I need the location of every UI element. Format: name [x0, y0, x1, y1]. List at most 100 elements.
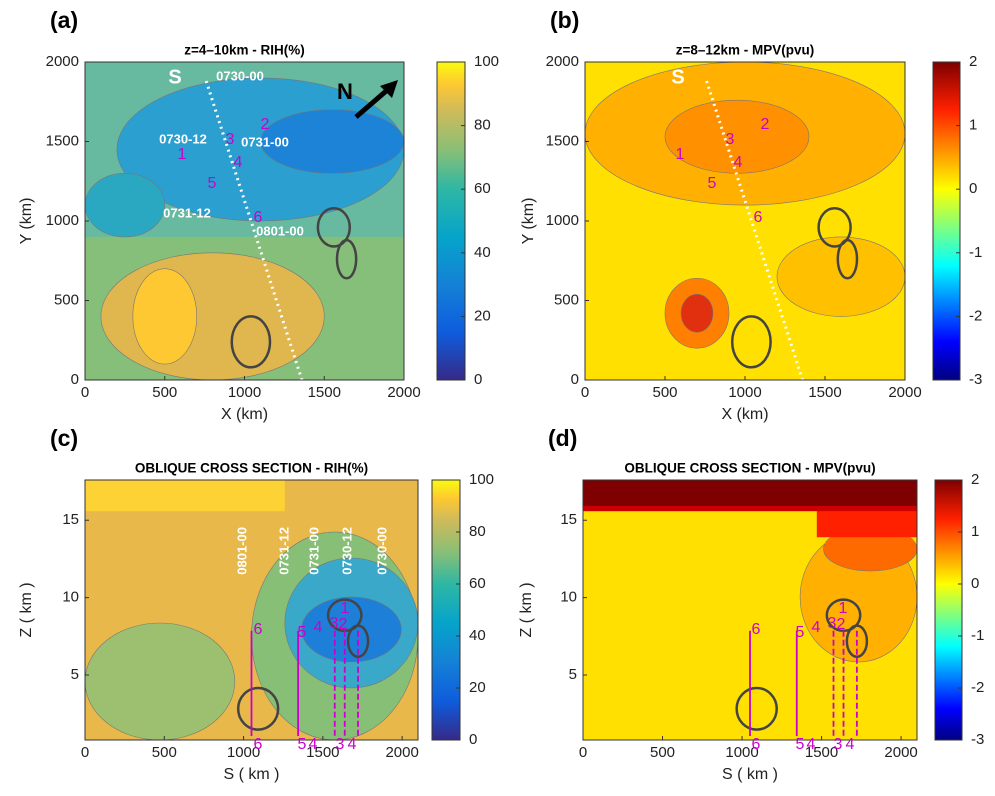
annotation: 4 — [812, 619, 821, 636]
x-tick-label: 500 — [152, 384, 177, 401]
contour-fill — [85, 622, 236, 740]
annotation: 0730-12 — [159, 131, 207, 146]
annotation: 0730-00 — [216, 68, 264, 83]
annotation: S — [671, 66, 684, 88]
colorbar-tick-label: 100 — [474, 53, 499, 70]
contour-fill — [260, 109, 404, 174]
annotation: 3 — [828, 615, 837, 632]
contour-fill — [132, 268, 197, 365]
annotation: 3 — [834, 736, 843, 753]
colorbar-tick-label: -3 — [971, 731, 984, 748]
colorbar-tick-label: -1 — [971, 627, 984, 644]
cloud-contour — [836, 238, 859, 280]
annotation: 4 — [348, 736, 357, 753]
north-arrow-head — [380, 80, 398, 98]
x-tick-label: 0 — [81, 384, 89, 401]
y-axis-label: Y (km) — [520, 198, 537, 245]
x-tick-label: 1500 — [306, 744, 339, 761]
annotation: 2 — [837, 616, 846, 633]
annotation: 5 — [208, 175, 217, 192]
y-tick-label: 500 — [54, 291, 79, 308]
annotation: 5 — [298, 736, 307, 753]
x-tick-label: 1000 — [728, 384, 761, 401]
annotation: 3 — [726, 131, 735, 148]
cloud-contour — [845, 624, 869, 659]
contour-fill — [85, 480, 285, 512]
annotation: 5 — [708, 175, 717, 192]
x-tick-label: 2000 — [884, 744, 917, 761]
colorbar-tick-label: 0 — [469, 731, 477, 748]
x-tick-label: 1500 — [805, 744, 838, 761]
plot-area — [85, 480, 418, 740]
cloud-contour — [817, 207, 852, 248]
annotation: 4 — [234, 154, 243, 171]
annotation: 6 — [254, 209, 263, 226]
annotation: 5 — [796, 736, 805, 753]
colorbar — [431, 479, 461, 741]
colorbar — [932, 61, 961, 381]
colorbar-tick-label: 20 — [474, 307, 491, 324]
chart-title: OBLIQUE CROSS SECTION - MPV(pvu) — [624, 461, 875, 476]
colorbar-tick-label: 80 — [474, 117, 491, 134]
colorbar-tick-label: 20 — [469, 679, 486, 696]
x-axis-label: S ( km ) — [224, 766, 280, 783]
annotation: N — [337, 79, 353, 104]
colorbar-tick-label: 0 — [971, 575, 979, 592]
y-tick-label: 10 — [560, 589, 577, 606]
annotation: 1 — [839, 600, 848, 617]
annotation: 1 — [178, 146, 187, 163]
y-tick-label: 15 — [62, 511, 79, 528]
contour-fill — [85, 173, 166, 238]
x-axis-label: X (km) — [721, 406, 768, 423]
colorbar-tick-label: -1 — [969, 244, 982, 261]
x-tick-label: 1500 — [808, 384, 841, 401]
cloud-contour — [316, 207, 352, 248]
cloud-contour — [230, 315, 272, 369]
x-tick-label: 1000 — [228, 384, 261, 401]
x-tick-label: 0 — [579, 744, 587, 761]
plot-area — [85, 62, 404, 380]
x-tick-label: 1000 — [227, 744, 260, 761]
cloud-contour — [730, 315, 772, 369]
cloud-contour — [735, 686, 778, 731]
panel-label: (b) — [550, 7, 579, 33]
annotation: 0731-12 — [163, 205, 211, 220]
x-tick-label: 0 — [81, 744, 89, 761]
annotation: 0730-00 — [374, 527, 389, 575]
annotation: 0731-00 — [241, 134, 289, 149]
colorbar — [934, 479, 963, 741]
annotation: 6 — [752, 621, 761, 638]
x-tick-label: 500 — [652, 384, 677, 401]
colorbar-tick-label: 40 — [474, 244, 491, 261]
x-tick-label: 0 — [581, 384, 589, 401]
x-tick-label: 500 — [152, 744, 177, 761]
x-tick-label: 2000 — [385, 744, 418, 761]
cloud-contour — [346, 624, 370, 659]
track-line — [705, 80, 805, 380]
track-line — [204, 80, 304, 380]
colorbar-tick-label: 0 — [969, 180, 977, 197]
x-tick-label: 1500 — [308, 384, 341, 401]
contour-fill — [816, 506, 917, 538]
y-tick-label: 2000 — [546, 53, 579, 70]
colorbar-tick-label: 80 — [469, 523, 486, 540]
plot-area — [583, 480, 917, 740]
y-tick-label: 2000 — [46, 53, 79, 70]
cloud-contour — [335, 238, 358, 280]
colorbar-tick-label: 0 — [474, 371, 482, 388]
contour-fill — [776, 236, 905, 317]
y-tick-label: 5 — [569, 666, 577, 683]
x-axis-label: S ( km ) — [722, 766, 778, 783]
y-tick-label: 15 — [560, 511, 577, 528]
y-tick-label: 0 — [71, 371, 79, 388]
annotation: 4 — [309, 736, 318, 753]
colorbar — [436, 61, 466, 381]
annotation: 6 — [254, 621, 263, 638]
colorbar-tick-label: 1 — [969, 117, 977, 134]
contour-fill — [680, 293, 714, 333]
chart-title: z=8–12km - MPV(pvu) — [676, 43, 814, 58]
x-tick-label: 1000 — [725, 744, 758, 761]
x-tick-label: 2000 — [387, 384, 420, 401]
colorbar-tick-label: 100 — [469, 471, 494, 488]
